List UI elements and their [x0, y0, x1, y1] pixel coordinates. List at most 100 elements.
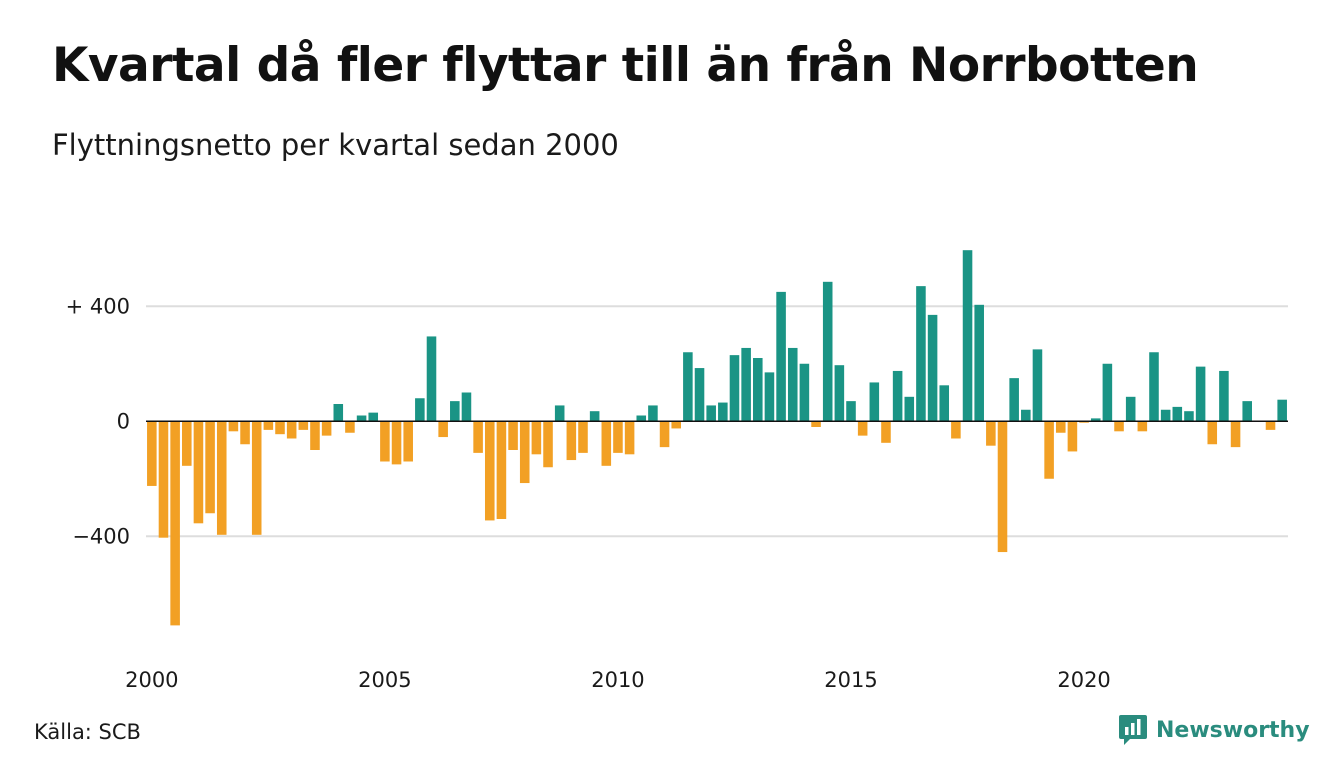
bar	[380, 421, 390, 462]
bar	[170, 421, 180, 626]
bar	[1172, 406, 1183, 422]
bar	[368, 412, 379, 422]
bar	[706, 405, 716, 422]
bar	[671, 421, 681, 429]
bar	[857, 421, 868, 436]
bar	[508, 421, 518, 450]
bar	[916, 286, 926, 422]
bar	[1102, 363, 1113, 422]
bar	[962, 250, 973, 422]
bar	[286, 421, 297, 439]
bar	[566, 421, 577, 461]
bar	[1277, 399, 1287, 422]
bar	[636, 415, 647, 422]
y-tick-label: −400	[72, 524, 130, 548]
bar	[799, 363, 810, 422]
bar	[1067, 421, 1078, 452]
bar	[205, 421, 215, 514]
chart-title: Kvartal då fler flyttar till än från Nor…	[52, 38, 1199, 93]
bar	[1137, 421, 1148, 432]
bar	[997, 421, 1008, 553]
bar	[263, 421, 274, 430]
x-tick-label: 2005	[358, 668, 411, 692]
y-axis-labels: + 400 0 −400	[66, 294, 130, 548]
bar	[787, 347, 798, 422]
bar	[147, 421, 157, 486]
brand-logo: Newsworthy	[1118, 714, 1310, 746]
bar	[1090, 418, 1101, 422]
bar	[718, 402, 728, 422]
bar	[310, 421, 320, 450]
chart-subtitle: Flyttningsnetto per kvartal sedan 2000	[52, 128, 619, 162]
bar	[426, 336, 437, 422]
bar	[683, 352, 693, 422]
bar	[589, 411, 600, 422]
bar	[193, 421, 204, 524]
brand-name: Newsworthy	[1156, 717, 1310, 743]
bar	[694, 368, 705, 422]
bar	[240, 421, 250, 445]
bar	[216, 421, 227, 535]
bar	[881, 421, 891, 443]
bar	[764, 372, 775, 422]
bar	[1242, 401, 1252, 422]
bar-chart: + 400 0 −400 2000 2005 2010 2015 2020	[66, 250, 1288, 692]
x-tick-label: 2020	[1057, 668, 1110, 692]
bar	[1055, 421, 1066, 433]
bar	[356, 415, 367, 422]
bar	[484, 421, 495, 521]
bar	[461, 392, 472, 422]
bar	[601, 421, 612, 466]
bar	[1032, 349, 1043, 422]
y-tick-label: 0	[117, 409, 130, 433]
newsworthy-logo-icon	[1119, 715, 1147, 745]
bar	[869, 382, 880, 422]
bar	[275, 421, 285, 435]
bar	[228, 421, 239, 432]
bar	[298, 421, 309, 430]
bar	[1009, 378, 1019, 422]
bar	[1184, 411, 1194, 422]
bar	[543, 421, 553, 468]
bar	[578, 421, 588, 453]
bar	[403, 421, 413, 462]
bar	[834, 365, 845, 422]
bar	[554, 405, 565, 422]
bar	[519, 421, 530, 484]
bar	[1207, 421, 1218, 445]
bar	[345, 421, 355, 433]
bar	[811, 421, 821, 427]
x-tick-label: 2015	[824, 668, 877, 692]
bar	[1021, 409, 1031, 422]
bar	[904, 396, 915, 422]
bar	[1114, 421, 1124, 432]
bar	[776, 291, 786, 422]
x-tick-label: 2000	[125, 668, 178, 692]
bar	[741, 347, 751, 422]
bar	[438, 421, 448, 438]
bar	[531, 421, 542, 455]
bar	[1160, 409, 1171, 422]
bar	[1265, 421, 1276, 430]
bar	[624, 421, 635, 455]
bar	[951, 421, 961, 439]
bar	[391, 421, 402, 465]
bar	[473, 421, 483, 453]
x-tick-label: 2010	[591, 668, 644, 692]
bar	[158, 421, 169, 538]
bar	[846, 401, 856, 422]
bar	[450, 401, 460, 422]
bar	[753, 358, 763, 422]
bar	[1195, 366, 1206, 422]
bars	[147, 250, 1287, 626]
bar	[892, 370, 903, 422]
grid-lines	[146, 305, 1288, 538]
bar	[496, 421, 507, 519]
bar	[321, 421, 332, 436]
bar	[648, 405, 658, 422]
bar	[333, 404, 344, 422]
bar	[927, 314, 938, 422]
bar	[182, 421, 192, 466]
y-tick-label: + 400	[66, 294, 130, 318]
bar	[613, 421, 623, 453]
